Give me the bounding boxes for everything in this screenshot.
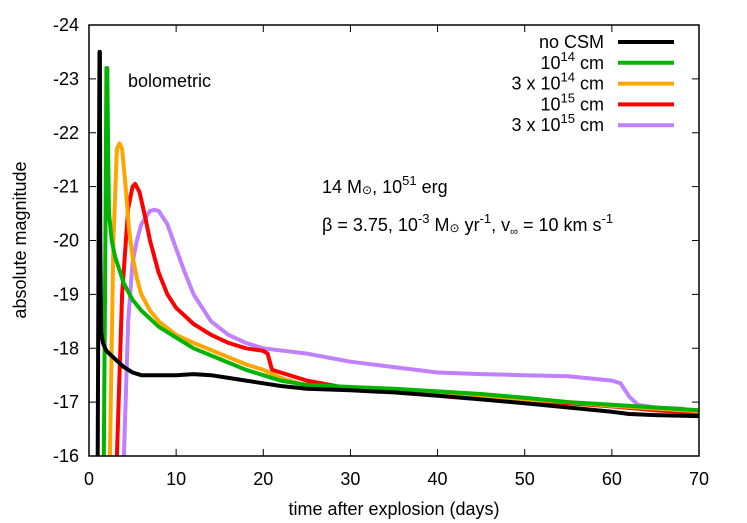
y-axis-ticks: -24 -23 -22 -21 -20 -19 -18 -17 -16 <box>53 15 699 466</box>
y-tick-label: -16 <box>53 446 79 466</box>
y-axis-label: absolute magnitude <box>10 161 30 318</box>
x-tick-label: 40 <box>428 469 448 489</box>
x-tick-label: 70 <box>689 469 709 489</box>
series-line <box>95 49 699 456</box>
x-tick-label: 60 <box>602 469 622 489</box>
plot-curves <box>95 49 699 456</box>
y-tick-label: -23 <box>53 69 79 89</box>
y-tick-label: -18 <box>53 338 79 358</box>
legend-label: 3 x 1015 cm <box>511 111 604 135</box>
x-tick-label: 10 <box>166 469 186 489</box>
x-tick-label: 30 <box>340 469 360 489</box>
x-tick-label: 0 <box>84 469 94 489</box>
y-tick-label: -17 <box>53 392 79 412</box>
x-axis-ticks: 0 10 20 30 40 50 60 70 <box>84 25 709 489</box>
y-tick-label: -24 <box>53 15 79 35</box>
y-tick-label: -20 <box>53 231 79 251</box>
legend-label: no CSM <box>539 32 604 52</box>
bolometric-label: bolometric <box>128 71 211 91</box>
y-tick-label: -19 <box>53 284 79 304</box>
y-tick-label: -22 <box>53 123 79 143</box>
mass-energy-annotation: 14 M⊙, 1051 erg <box>322 173 448 197</box>
series-line <box>121 207 699 456</box>
x-axis-label: time after explosion (days) <box>288 499 499 519</box>
series-line <box>101 66 699 456</box>
legend-label: 3 x 1014 cm <box>511 70 604 94</box>
csm-parameters-annotation: β = 3.75, 10-3 M⊙ yr-1, v∞ = 10 km s-1 <box>322 211 613 238</box>
x-tick-label: 50 <box>515 469 535 489</box>
y-tick-label: -21 <box>53 177 79 197</box>
legend-label: 1014 cm <box>541 49 605 73</box>
x-tick-label: 20 <box>253 469 273 489</box>
legend-label: 1015 cm <box>541 90 605 114</box>
